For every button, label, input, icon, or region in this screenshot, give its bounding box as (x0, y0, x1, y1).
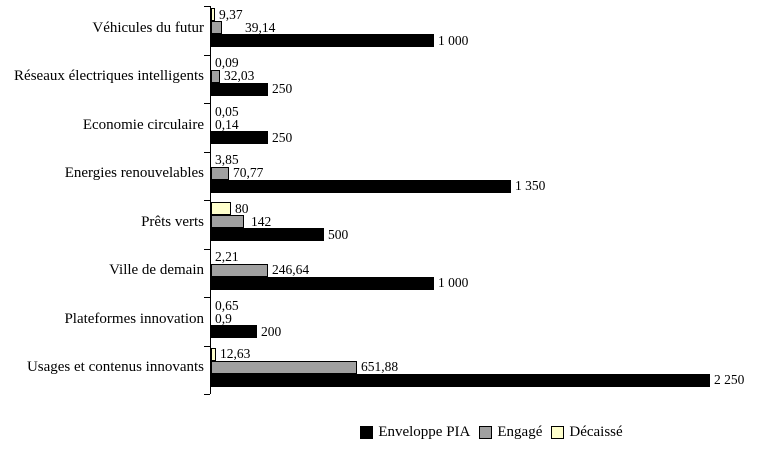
value-label-enveloppe-pia: 250 (272, 129, 293, 145)
axis-tick (204, 346, 210, 347)
value-label-engage: 0,9 (215, 310, 232, 326)
axis-tick (204, 103, 210, 104)
value-label-decaisse: 9,37 (219, 6, 243, 22)
chart-legend: Enveloppe PIA Engagé Décaissé (210, 421, 773, 443)
axis-tick (204, 297, 210, 298)
value-label-enveloppe-pia: 1 000 (438, 275, 469, 290)
value-label-decaisse: 0,09 (215, 55, 239, 70)
legend-item-enveloppe-pia: Enveloppe PIA (360, 424, 470, 441)
category-label: Plateformes innovation (64, 310, 204, 327)
category-label: Ville de demain (109, 262, 204, 278)
legend-item-decaisse: Décaissé (551, 423, 623, 441)
value-label-enveloppe-pia: 1 000 (438, 32, 469, 48)
bar-enveloppe-pia (211, 228, 324, 241)
category-label: Usages et contenus innovants (26, 359, 204, 375)
bar-enveloppe-pia (211, 373, 710, 387)
bar-decaisse (211, 8, 215, 21)
bar-decaisse (211, 347, 216, 361)
category-label: Prêts verts (141, 213, 204, 230)
value-label-decaisse: 0,65 (215, 297, 239, 313)
value-label-engage: 39,14 (245, 19, 276, 35)
value-label-engage: 0,14 (215, 116, 239, 132)
bar-enveloppe-pia (211, 82, 268, 96)
axis-tick (204, 6, 210, 7)
legend-item-engage: Engagé (479, 424, 542, 441)
category-label: Véhicules du futur (92, 19, 204, 36)
value-label-enveloppe-pia: 500 (328, 226, 349, 242)
bar-engage (211, 215, 244, 228)
value-label-engage: 142 (251, 213, 272, 229)
value-label-enveloppe-pia: 250 (272, 81, 293, 96)
legend-label: Décaissé (569, 423, 623, 440)
value-label-engage: 651,88 (361, 359, 399, 374)
value-label-decaisse: 2,21 (215, 249, 239, 264)
category-label: Réseaux électriques intelligents (14, 68, 204, 84)
value-label-decaisse: 3,85 (215, 152, 239, 167)
axis-tick (204, 249, 210, 250)
legend-swatch-enveloppe-pia (360, 425, 374, 439)
legend-label: Engagé (497, 423, 543, 440)
bar-enveloppe-pia (211, 34, 434, 47)
bar-engage (211, 166, 229, 180)
bar-enveloppe-pia (211, 131, 268, 144)
category-label: Economie circulaire (82, 116, 204, 133)
bar-engage (211, 69, 220, 83)
axis-tick (204, 152, 210, 153)
value-label-engage: 70,77 (233, 165, 264, 180)
legend-swatch-decaisse (551, 425, 565, 439)
legend-swatch-engage (479, 425, 493, 439)
bar-enveloppe-pia (211, 325, 257, 338)
bar-engage (211, 263, 268, 277)
category-label: Energies renouvelables (64, 165, 204, 181)
value-label-engage: 32,03 (224, 68, 255, 83)
y-axis-line (210, 6, 211, 394)
legend-label: Enveloppe PIA (378, 423, 471, 440)
bar-enveloppe-pia (211, 276, 434, 290)
value-label-enveloppe-pia: 1 350 (515, 178, 546, 193)
value-label-decaisse: 12,63 (220, 346, 251, 361)
bar-decaisse (211, 202, 231, 215)
value-label-enveloppe-pia: 200 (261, 323, 282, 339)
bar-enveloppe-pia (211, 179, 511, 193)
value-label-engage: 246,64 (272, 262, 310, 277)
value-label-decaisse: 0,05 (215, 103, 239, 119)
axis-tick (204, 55, 210, 56)
value-label-enveloppe-pia: 2 250 (714, 372, 745, 387)
value-label-decaisse: 80 (235, 200, 249, 216)
bar-engage (211, 360, 357, 374)
axis-tick (204, 200, 210, 201)
bar-engage (211, 21, 222, 34)
axis-tick (204, 394, 210, 395)
